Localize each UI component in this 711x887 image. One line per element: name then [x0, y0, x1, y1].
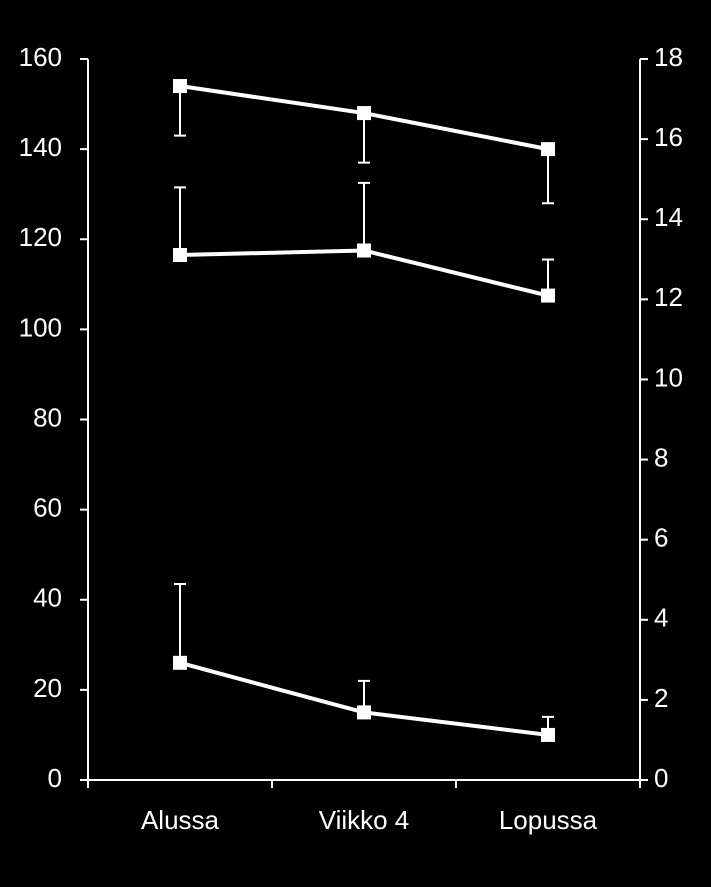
- error-bar: [542, 149, 554, 205]
- marker: [173, 79, 187, 94]
- x-tick-label: Lopussa: [499, 805, 598, 835]
- marker: [357, 243, 371, 258]
- y-tick-label: 140: [19, 132, 62, 162]
- x-tick-label: Alussa: [141, 805, 220, 835]
- y2-tick-label: 18: [654, 42, 683, 72]
- y2-tick-label: 14: [654, 202, 683, 232]
- y-tick-label: 40: [33, 583, 62, 613]
- error-bar: [358, 181, 370, 251]
- y2-tick-label: 10: [654, 362, 683, 392]
- marker: [173, 655, 187, 670]
- y2-tick-label: 4: [654, 603, 668, 633]
- y-tick-label: 160: [19, 42, 62, 72]
- x-tick-label: Viikko 4: [319, 805, 410, 835]
- y-tick-label: 100: [19, 312, 62, 342]
- y2-tick-label: 0: [654, 763, 668, 793]
- y-tick-label: 120: [19, 222, 62, 252]
- y-tick-label: 20: [33, 673, 62, 703]
- marker: [541, 142, 555, 157]
- marker: [541, 288, 555, 303]
- error-bar: [358, 113, 370, 164]
- marker: [541, 727, 555, 742]
- y2-tick-label: 2: [654, 683, 668, 713]
- error-bar: [174, 186, 186, 256]
- y-tick-label: 60: [33, 493, 62, 523]
- y2-tick-label: 12: [654, 282, 683, 312]
- y2-tick-label: 8: [654, 442, 668, 472]
- marker: [173, 248, 187, 263]
- marker: [357, 106, 371, 121]
- y-tick-label: 0: [48, 763, 62, 793]
- y2-tick-label: 16: [654, 122, 683, 152]
- y2-tick-label: 6: [654, 523, 668, 553]
- marker: [357, 705, 371, 720]
- y-tick-label: 80: [33, 402, 62, 432]
- error-bar: [174, 582, 186, 663]
- error-bar: [174, 86, 186, 137]
